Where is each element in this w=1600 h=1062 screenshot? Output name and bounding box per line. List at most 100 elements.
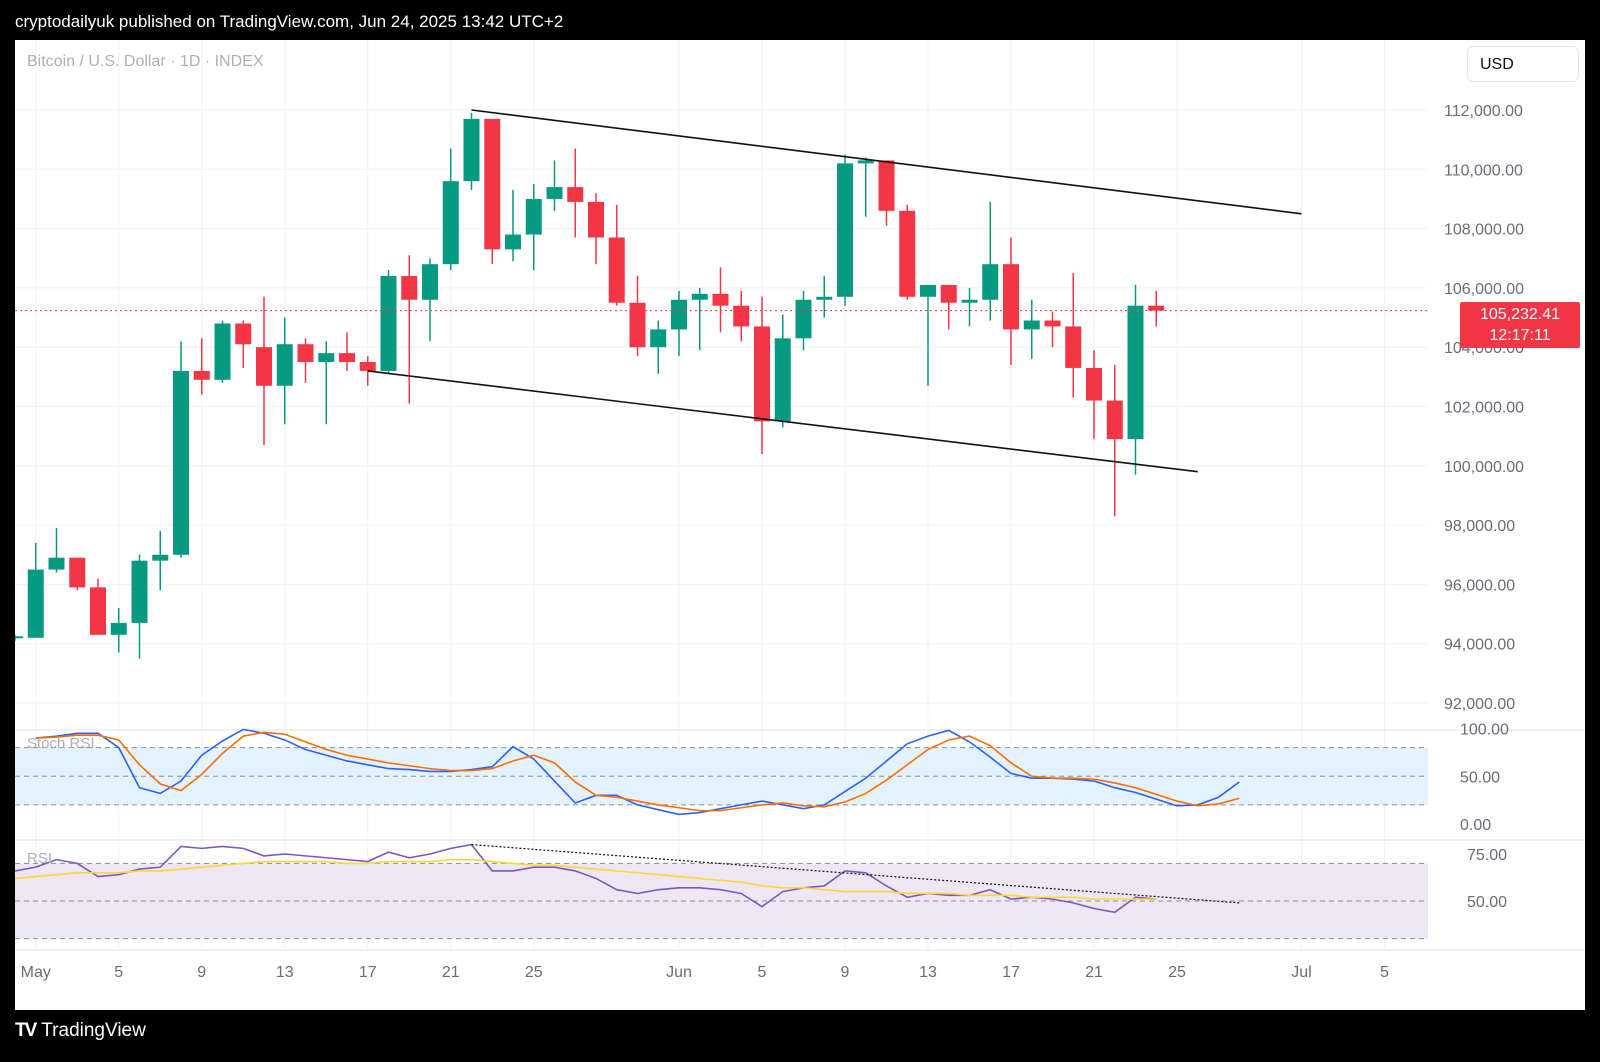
candle-body [629,302,646,348]
last-price-label: 105,232.41 12:17:11 [1460,302,1580,348]
candle-body [567,187,584,202]
time-axis-label: Jun [666,964,692,981]
candle-body [318,353,335,363]
candle-body [1065,326,1082,368]
time-axis-label: May [21,964,51,981]
candle-body [131,560,148,623]
stoch-d-line [35,731,1240,812]
candle-body [1086,367,1102,401]
channel-line [367,370,1198,473]
candle-body [691,293,708,300]
candle-body [878,160,895,211]
symbol-label: Bitcoin / U.S. Dollar · 1D · INDEX [27,53,264,70]
candle-body [795,299,812,339]
candle-body [442,181,459,265]
price-axis-label: 110,000.00 [1444,162,1523,179]
candle-body [152,554,169,561]
top-bar: cryptodailyuk published on TradingView.c… [0,0,1600,40]
price-axis-label: 108,000.00 [1444,222,1524,239]
candle-body [671,299,687,330]
time-axis-label: 25 [525,964,543,981]
stoch-axis-label: 50.00 [1460,769,1500,786]
time-axis-label: 25 [1168,964,1186,981]
candle-body [15,636,23,639]
candle-body [1003,264,1019,330]
candle-body [422,264,438,300]
candle-body [650,329,667,348]
stoch-rsi-title: Stoch RSI [27,735,95,752]
candle-body [276,344,293,386]
stoch-axis-label: 0.00 [1460,817,1491,834]
rsi-axis-label: 50.00 [1467,894,1507,911]
time-axis-label: 21 [1085,964,1103,981]
candle-body [899,210,916,297]
tradingview-logo-text: TradingView [41,1020,146,1041]
channel-line [471,109,1302,215]
chart-area[interactable]: Stoch RSI RSI 112,000.00 110,000.00 108,000.… [15,40,1585,1010]
currency-selector[interactable]: USD [1467,46,1579,82]
candle-body [193,370,210,380]
time-axis-label: 13 [276,964,294,981]
candle-body [754,326,770,422]
candle-body [339,353,355,363]
candle-body [588,201,604,238]
candle-body [1148,305,1165,311]
candle-body [69,557,86,588]
time-axis-label: 5 [114,964,123,981]
price-axis-label: 96,000.00 [1444,577,1515,594]
tradingview-logo[interactable]: TV TradingView [15,1020,146,1042]
price-axis-label: 102,000.00 [1444,400,1524,417]
candle-body [1023,320,1040,330]
chart-canvas[interactable]: Stoch RSI RSI 112,000.00 110,000.00 108,000.… [15,40,1585,1010]
candle-body [1044,320,1061,327]
time-axis-label: 17 [1002,964,1020,981]
last-price-value: 105,232.41 [1479,306,1561,323]
time-axis-label: 13 [919,964,937,981]
candle-body [484,118,501,250]
time-axis-label: 9 [841,964,850,981]
time-axis-label: 21 [442,964,460,981]
time-axis-label: 5 [758,964,767,981]
candle-body [173,370,189,555]
publish-info: cryptodailyuk published on TradingView.c… [15,12,564,31]
candle-body [27,569,44,638]
time-axis-label: 5 [1380,964,1389,981]
candle-body [837,163,853,297]
candle-body [982,264,999,300]
time-axis-label: Jul [1291,964,1311,981]
candle-body [235,323,252,345]
candle-body [297,344,314,363]
price-axis-label: 98,000.00 [1444,518,1515,535]
candle-body [546,187,563,199]
candle-body [1106,400,1123,440]
candle-body [525,198,542,235]
candle-body [256,347,272,386]
candle-body [90,587,106,635]
price-axis-label: 112,000.00 [1444,103,1523,120]
candle-body [380,276,397,371]
candle-body [401,276,418,300]
rsi-trendline [471,844,1240,904]
candle-body [505,234,521,250]
candle-body [961,299,978,303]
stoch-axis-label: 100.00 [1460,722,1509,739]
rsi-axis-label: 75.00 [1467,847,1507,864]
candle-body [712,293,729,306]
candle-body [774,338,791,422]
stoch-k-line [35,728,1240,816]
candle-body [1127,305,1144,440]
price-axis-label: 100,000.00 [1444,459,1524,476]
candle-body [608,237,625,303]
tradingview-logo-icon: TV [15,1020,37,1041]
candle-body [857,160,874,164]
candle-body [214,323,231,380]
rsi-ma-line [15,858,1157,900]
price-axis-label: 94,000.00 [1444,637,1515,654]
price-axis-label: 106,000.00 [1444,281,1524,298]
candle-body [733,305,750,327]
time-axis-label: 9 [197,964,206,981]
candle-body [359,362,376,371]
candle-body [110,622,127,635]
rsi-title: RSI [27,850,52,867]
candle-body [920,284,936,297]
